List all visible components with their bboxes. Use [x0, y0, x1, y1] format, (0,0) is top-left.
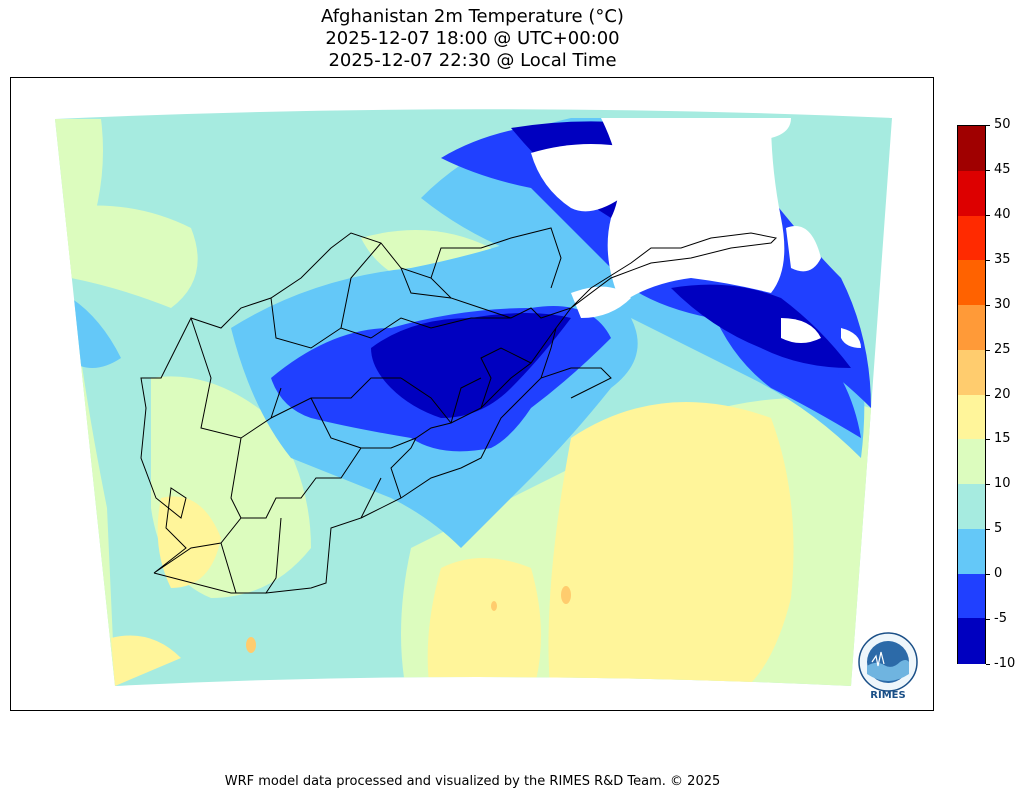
temperature-field: [55, 109, 892, 687]
map-title: Afghanistan 2m Temperature (°C) 2025-12-…: [10, 6, 935, 72]
band-below-minus10-6: [781, 318, 821, 343]
province-line-14: [390, 437, 417, 499]
band-15-20-south: [427, 558, 541, 687]
province-line-19: [153, 572, 266, 594]
colorbar-segment: [958, 618, 985, 664]
colorbar-tick-label: -5: [986, 612, 1007, 626]
colorbar-tick-label: 15: [986, 432, 1011, 446]
colorbar-segment: [958, 305, 985, 351]
province-line-3: [370, 317, 511, 339]
logo-text: RIMES: [870, 690, 905, 700]
colorbar: [957, 125, 986, 664]
colorbar-tick-label: 25: [986, 342, 1011, 357]
colorbar-tick-label: 20: [986, 387, 1011, 402]
colorbar-segment: [958, 260, 985, 306]
colorbar-tick-label: 50: [986, 118, 1011, 132]
colorbar-ticks: 50 45 40 35 30 25 20 15 10 5 0 -5 -10: [986, 118, 1026, 671]
province-line-5: [230, 437, 242, 519]
band-below-minus10-7: [841, 328, 861, 348]
title-line-1: Afghanistan 2m Temperature (°C): [321, 6, 624, 27]
colorbar-segment: [958, 215, 985, 261]
colorbar-segment: [958, 573, 985, 619]
colorbar-tick-label: 40: [986, 207, 1011, 222]
band-minus10-minus5-east: [671, 284, 851, 368]
colorbar-tick-label: 30: [986, 297, 1011, 312]
province-line-10: [400, 267, 452, 299]
title-line-3: 2025-12-07 22:30 @ Local Time: [328, 50, 617, 71]
province-line-16: [450, 377, 482, 424]
province-line-18: [540, 327, 557, 379]
band-15-20-east: [548, 402, 794, 687]
province-boundaries: [140, 227, 778, 594]
colorbar-tick-label: -10: [986, 657, 1015, 671]
province-line-13: [360, 437, 492, 519]
province-line-9: [430, 227, 562, 289]
colorbar-segment: [958, 528, 985, 574]
country-outline: [140, 232, 778, 574]
band-10-15-northwest: [61, 205, 198, 308]
province-line-17: [490, 367, 612, 439]
title-line-2: 2025-12-07 18:00 @ UTC+00:00: [325, 28, 620, 49]
province-line-8: [400, 377, 452, 424]
colorbar-segment: [958, 126, 985, 172]
rimes-logo-icon: RIMES: [858, 632, 918, 700]
temperature-map: [55, 109, 892, 687]
colorbar-tick-label: 45: [986, 162, 1011, 177]
province-line-11: [264, 477, 382, 594]
band-below-minus10-3: [786, 226, 821, 272]
colorbar-segment: [958, 349, 985, 395]
colorbar-segment: [958, 439, 985, 485]
band-0-5-south-spot: [451, 506, 471, 542]
band-below-minus10-1: [531, 144, 639, 212]
logo-seismograph: [871, 651, 885, 667]
band-20-25-spot-3: [491, 601, 497, 611]
province-line-7: [310, 397, 362, 449]
footer-credit: WRF model data processed and visualized …: [224, 774, 721, 789]
colorbar-tick-label: 35: [986, 252, 1011, 267]
band-below-minus10-5: [571, 286, 631, 318]
map-panel: [10, 77, 934, 711]
colorbar-tick-label: 5: [986, 522, 1002, 536]
province-line-6: [270, 377, 401, 419]
colorbar-tick-label: 0: [986, 567, 1002, 581]
colorbar-segment: [958, 394, 985, 440]
band-15-20-southwest-corner: [111, 635, 181, 686]
band-below-minus10-4: [731, 118, 791, 138]
band-20-25-spot-1: [561, 586, 571, 604]
province-line-2: [340, 242, 382, 329]
band-15-20-southwest: [157, 496, 221, 588]
province-line-15: [480, 347, 532, 409]
province-line-4: [190, 317, 282, 439]
colorbar-segment: [958, 484, 985, 530]
band-0-5-west-strip: [66, 298, 121, 368]
band-below-minus10-2: [601, 118, 785, 303]
colorbar-segment: [958, 170, 985, 216]
province-line-1: [270, 297, 372, 349]
band-20-25-spot-2: [246, 637, 256, 653]
colorbar-tick-label: 10: [986, 477, 1011, 491]
